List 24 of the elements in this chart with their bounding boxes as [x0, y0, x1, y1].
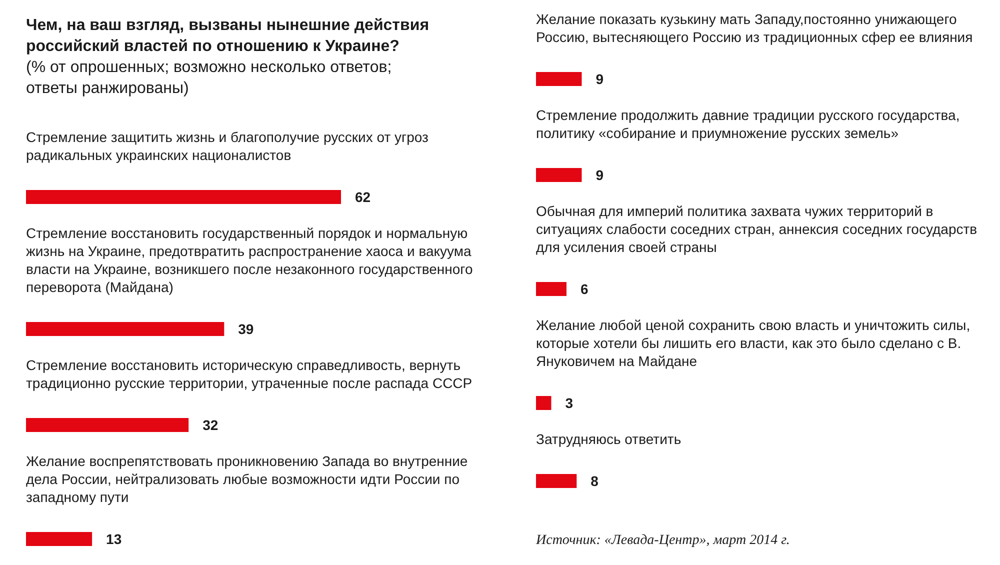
data-label: 39	[238, 321, 254, 337]
data-label: 62	[355, 189, 371, 205]
y-tick-label: Стремление восстановить историческую справедливость, вернуть традиционно русские территории, утраченные после распада СССР	[26, 357, 472, 391]
data-label: 9	[596, 167, 604, 183]
annotation: Источник: «Левада-Центр», март 2014 г.	[535, 533, 790, 548]
bar	[26, 418, 189, 432]
chart-subtitle: (% от опрошенных; возможно несколько ответов; ответы ранжированы)	[26, 59, 392, 97]
data-label: 8	[590, 473, 599, 489]
y-tick-label: Затрудняюсь ответить	[536, 431, 682, 447]
y-tick-label: Стремление восстановить государственный порядок и нормальную жизнь на Украине, предотвратить распространение хаоса и вакуума власти на Украине, возникшего после незаконного государственного переворота (Майдана)	[26, 225, 473, 295]
bar	[26, 532, 92, 546]
bar	[26, 190, 341, 204]
data-label: 3	[565, 395, 574, 411]
y-tick-label: Желание любой ценой сохранить свою власть и уничтожить силы, которые хотели бы лишить его власти, как это было сделано с В. Януковичем на Майдане	[536, 317, 970, 369]
y-tick-label: Желание показать кузькину мать Западу,постоянно унижающего Россию, вытесняющего Россию из традиционных сфер ее влияния	[536, 11, 973, 45]
chart-title: Чем, на ваш взгляд, вызваны нынешние действия российский властей по отношению к Украине?	[26, 17, 430, 55]
data-label: 32	[202, 417, 218, 433]
data-label: 6	[580, 281, 588, 297]
y-tick-label: Обычная для империй политика захвата чужих территорий в ситуациях слабости соседних стран, аннексия соседних государств для усиления своей страны	[536, 203, 978, 255]
y-tick-label: Желание воспрепятствовать проникновению Запада во внутренние дела России, нейтрализовать любые возможности идти России по западному пути	[26, 453, 468, 505]
data-label: 9	[596, 71, 604, 87]
data-label: 13	[106, 531, 122, 547]
y-tick-label: Стремление защитить жизнь и благополучие русских от угроз радикальных украинских националистов	[26, 129, 428, 163]
y-tick-label: Стремление продолжить давние традиции русского государства, политику «собирание и приумножение русских земель»	[536, 107, 960, 141]
